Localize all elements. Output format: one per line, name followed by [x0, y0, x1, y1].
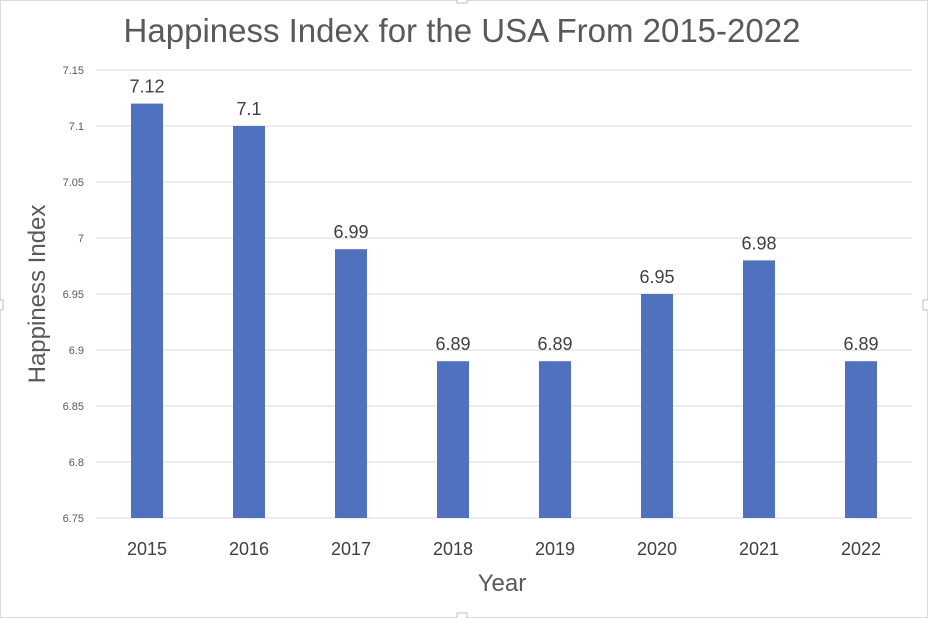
frame-handle-bottom[interactable] [456, 612, 468, 618]
bar[interactable] [539, 361, 571, 518]
data-label: 6.98 [741, 233, 776, 253]
bar[interactable] [641, 294, 673, 518]
y-tick-label: 6.8 [69, 457, 84, 469]
x-axis-title: Year [478, 570, 527, 597]
x-tick-label: 2020 [637, 539, 677, 559]
chart-title: Happiness Index for the USA From 2015-20… [124, 12, 801, 49]
x-tick-label: 2021 [739, 539, 779, 559]
x-tick-label: 2018 [433, 539, 473, 559]
frame-handle-left[interactable] [0, 299, 4, 311]
bar[interactable] [845, 361, 877, 518]
x-tick-label: 2017 [331, 539, 371, 559]
bar[interactable] [335, 249, 367, 518]
bar[interactable] [743, 260, 775, 518]
bar[interactable] [131, 103, 163, 518]
x-axis-ticks: 2015 2016 2017 2018 2019 2020 2021 2022 [127, 539, 881, 559]
y-tick-label: 7.1 [69, 121, 84, 133]
data-labels: 7.12 7.1 6.99 6.89 6.89 6.95 6.98 6.89 [129, 77, 878, 355]
x-tick-label: 2022 [841, 539, 881, 559]
data-label: 6.95 [639, 267, 674, 287]
x-tick-label: 2016 [229, 539, 269, 559]
y-tick-label: 6.85 [63, 401, 84, 413]
y-tick-label: 6.75 [63, 513, 84, 525]
y-axis-title: Happiness Index [24, 205, 51, 384]
y-axis-ticks: 6.75 6.8 6.85 6.9 6.95 7 7.05 7.1 7.15 [63, 65, 84, 525]
frame-handle-top[interactable] [456, 0, 468, 4]
y-tick-label: 6.95 [63, 289, 84, 301]
y-tick-label: 6.9 [69, 345, 84, 357]
x-tick-label: 2015 [127, 539, 167, 559]
y-tick-label: 7.05 [63, 177, 84, 189]
data-label: 7.1 [236, 99, 261, 119]
gridlines [96, 69, 912, 519]
bar[interactable] [437, 361, 469, 518]
data-label: 7.12 [129, 77, 164, 97]
y-tick-label: 7 [78, 233, 84, 245]
data-label: 6.89 [537, 334, 572, 354]
x-tick-label: 2019 [535, 539, 575, 559]
bars [131, 103, 877, 518]
data-label: 6.89 [435, 334, 470, 354]
data-label: 6.89 [843, 334, 878, 354]
frame-handle-right[interactable] [922, 299, 928, 311]
data-label: 6.99 [333, 222, 368, 242]
bar[interactable] [233, 126, 265, 518]
y-tick-label: 7.15 [63, 65, 84, 77]
